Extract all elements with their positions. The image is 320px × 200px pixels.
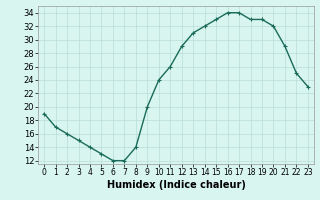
X-axis label: Humidex (Indice chaleur): Humidex (Indice chaleur) — [107, 180, 245, 190]
